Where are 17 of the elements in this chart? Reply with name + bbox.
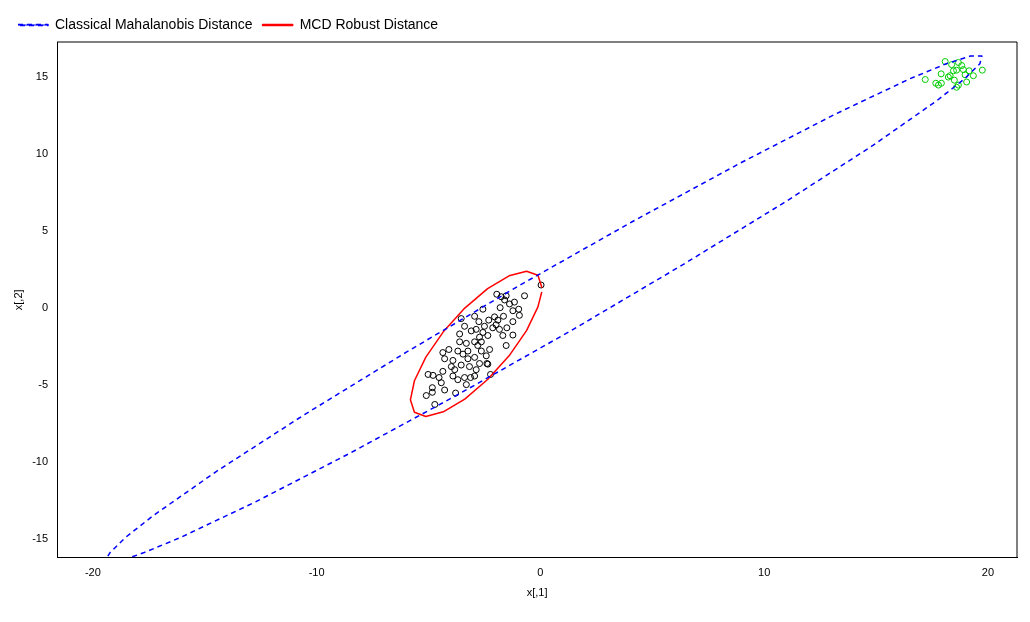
y-tick-label: -10: [32, 455, 49, 468]
legend-label: MCD Robust Distance: [299, 15, 439, 32]
y-tick-label: 0: [41, 301, 49, 314]
y-tick-label: 5: [41, 224, 49, 237]
y-tick-label: 10: [35, 147, 49, 160]
x-tick-label: 10: [758, 566, 771, 579]
x-tick-label: 20: [981, 566, 995, 579]
x-axis-title: x[,1]: [526, 586, 548, 599]
y-tick-label: 15: [35, 70, 49, 83]
x-tick-label: -20: [84, 566, 101, 579]
x-tick-label: -10: [308, 566, 325, 579]
y-axis-title: x[,2]: [11, 289, 24, 311]
legend-label: Classical Mahalanobis Distance: [55, 15, 253, 32]
line-series: [106, 55, 983, 558]
x-tick-label: 0: [537, 566, 544, 579]
y-tick-label: -5: [38, 378, 49, 391]
y-tick-label: -15: [32, 532, 49, 545]
